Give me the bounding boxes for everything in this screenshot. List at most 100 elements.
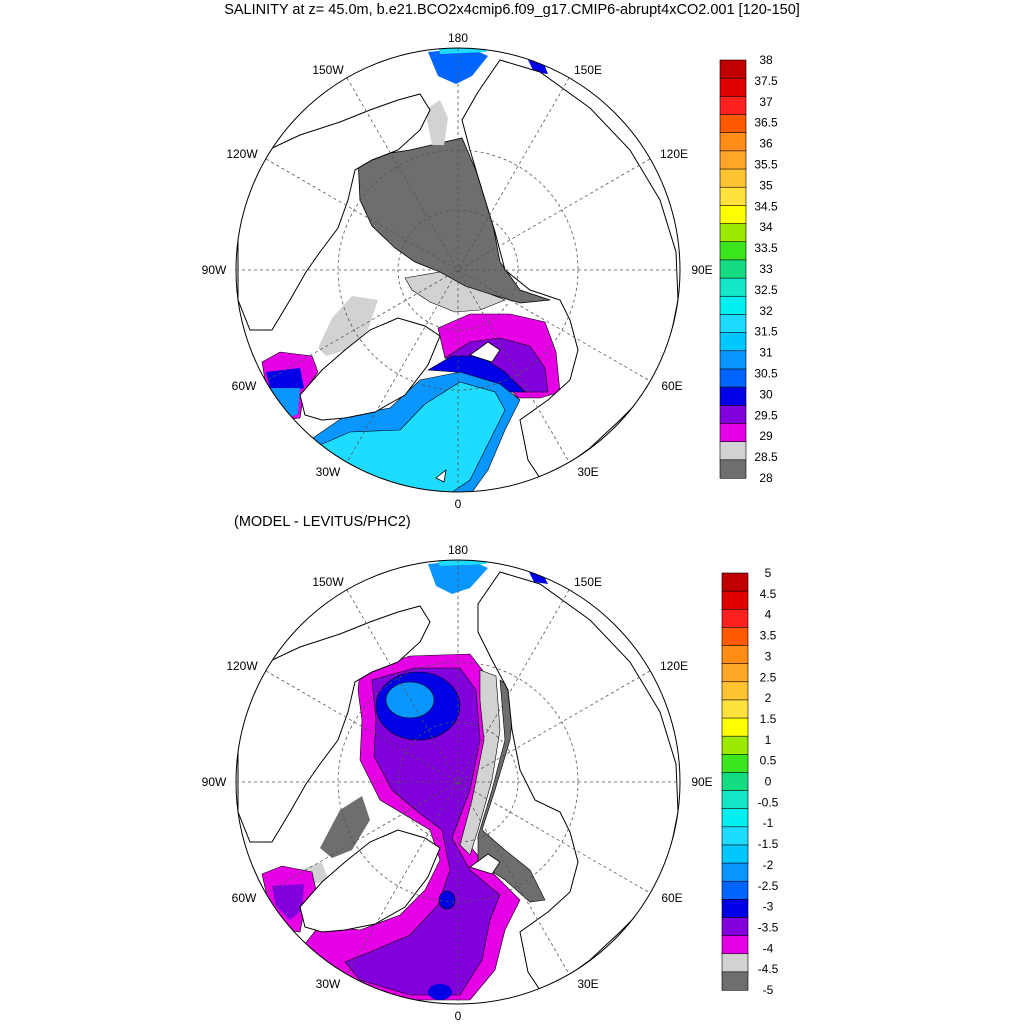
colorbar-swatch — [719, 386, 747, 406]
lon-label-120E: 120E — [660, 147, 688, 161]
lon-label-60E: 60E — [661, 379, 682, 393]
difference-region — [320, 796, 370, 858]
colorbar-tick-label: 36.5 — [754, 116, 778, 130]
difference-region — [385, 681, 435, 719]
colorbar-swatch — [719, 441, 747, 461]
lon-label-150E: 150E — [574, 575, 602, 589]
colorbar-tick-label: -0.5 — [758, 795, 779, 809]
lon-label-30W: 30W — [316, 977, 341, 991]
lon-label-90E: 90E — [691, 775, 712, 789]
greenland-landmass — [299, 317, 441, 421]
difference-region — [272, 884, 304, 920]
lon-label-30E: 30E — [577, 977, 598, 991]
colorbar-tick-label: 4 — [765, 608, 772, 622]
colorbar-swatch — [721, 971, 749, 991]
colorbar-tick-label: 29.5 — [754, 408, 778, 422]
colorbar-swatch — [719, 368, 747, 388]
colorbar-tick-label: 32.5 — [754, 283, 778, 297]
colorbar-swatch — [721, 699, 749, 719]
lon-label-150W: 150W — [312, 63, 344, 77]
svalbard-island — [469, 341, 501, 363]
colorbar-tick-label: 28 — [759, 471, 773, 485]
difference-region — [477, 679, 546, 903]
colorbar-swatch — [721, 862, 749, 882]
colorbar-swatch — [721, 663, 749, 683]
colorbar-swatch — [721, 808, 749, 828]
colorbar-tick-label: 32 — [759, 304, 773, 318]
colorbar-tick-label: 35.5 — [754, 158, 778, 172]
colorbar-tick-label: -2.5 — [758, 879, 779, 893]
colorbar-swatch — [721, 590, 749, 610]
colorbar-tick-label: 5 — [765, 566, 772, 580]
colorbar-swatch — [719, 132, 747, 152]
colorbar-swatch — [719, 168, 747, 188]
colorbar-swatch — [719, 114, 747, 134]
colorbar-swatch — [719, 59, 747, 79]
north-america-landmass — [237, 605, 431, 843]
colorbar-tick-label: 29 — [759, 429, 773, 443]
colorbar-tick-label: 37 — [759, 95, 773, 109]
svalbard-island — [469, 853, 501, 875]
graticule — [236, 560, 680, 1004]
colorbar-swatch — [719, 241, 747, 261]
difference-region — [436, 560, 488, 566]
colorbar-tick-label: 31.5 — [754, 325, 778, 339]
colorbar-swatch — [721, 772, 749, 792]
colorbar-swatch — [719, 259, 747, 279]
colorbar-swatch — [719, 459, 747, 479]
colorbar-tick-label: -4.5 — [758, 962, 779, 976]
colorbar-swatch — [721, 844, 749, 864]
salinity-region — [404, 271, 506, 313]
colorbar-tick-label: 28.5 — [754, 450, 778, 464]
colorbar-tick-label: 34.5 — [754, 199, 778, 213]
colorbar-tick-label: 0 — [765, 775, 772, 789]
colorbar-tick-label: 36 — [759, 137, 773, 151]
lon-label-150W: 150W — [312, 575, 344, 589]
colorbar-swatch — [721, 735, 749, 755]
colorbar-tick-label: 33.5 — [754, 241, 778, 255]
colorbar-swatch — [719, 332, 747, 352]
colorbar-tick-label: 3 — [765, 649, 772, 663]
colorbar-swatch — [721, 953, 749, 973]
lon-label-120E: 120E — [660, 659, 688, 673]
colorbar-swatch — [721, 645, 749, 665]
colorbar-swatch — [719, 295, 747, 316]
colorbar-swatch — [719, 223, 747, 243]
colorbar-swatch — [719, 96, 747, 116]
colorbar-swatch — [719, 404, 747, 425]
colorbar-swatch — [721, 790, 749, 810]
colorbar-swatch — [721, 717, 749, 737]
colorbar-tick-label: 1 — [765, 733, 772, 747]
salinity-region — [357, 137, 551, 304]
colorbar-swatch — [721, 880, 749, 900]
iceland-island — [435, 469, 447, 483]
colorbar-tick-label: 2.5 — [760, 670, 777, 684]
lon-label-0: 0 — [455, 1009, 462, 1023]
lon-label-90W: 90W — [202, 775, 227, 789]
lon-label-150E: 150E — [574, 63, 602, 77]
graticule — [236, 48, 680, 492]
salinity-colorbar: 38 37.5 37 36.5 36 35.5 35 34.5 34 33.5 33 32.5 32 31… — [719, 53, 778, 485]
lon-label-180: 180 — [448, 543, 468, 557]
colorbar-tick-label: 37.5 — [754, 74, 778, 88]
map-border — [235, 47, 681, 493]
salinity-region — [438, 48, 488, 54]
lon-label-120W: 120W — [226, 659, 258, 673]
colorbar-swatch — [719, 423, 747, 443]
salinity-map: 180 150W 150E 120W 120E 90W 90E 60W 60E … — [202, 31, 713, 511]
difference-panel-title: (MODEL - LEVITUS/PHC2) — [234, 514, 411, 530]
colorbar-tick-label: 4.5 — [760, 587, 777, 601]
lon-label-30W: 30W — [316, 465, 341, 479]
colorbar-tick-label: -2 — [763, 858, 774, 872]
colorbar-tick-label: 35 — [759, 178, 773, 192]
salinity-region — [318, 296, 378, 356]
lon-label-180: 180 — [448, 31, 468, 45]
colorbar-tick-label: 2 — [765, 691, 772, 705]
colorbar-tick-label: 0.5 — [760, 754, 777, 768]
colorbar-tick-label: 30.5 — [754, 367, 778, 381]
colorbar-swatch — [721, 753, 749, 774]
colorbar-swatch — [719, 314, 747, 334]
colorbar-tick-label: 3.5 — [760, 629, 777, 643]
colorbar-swatch — [719, 186, 747, 206]
